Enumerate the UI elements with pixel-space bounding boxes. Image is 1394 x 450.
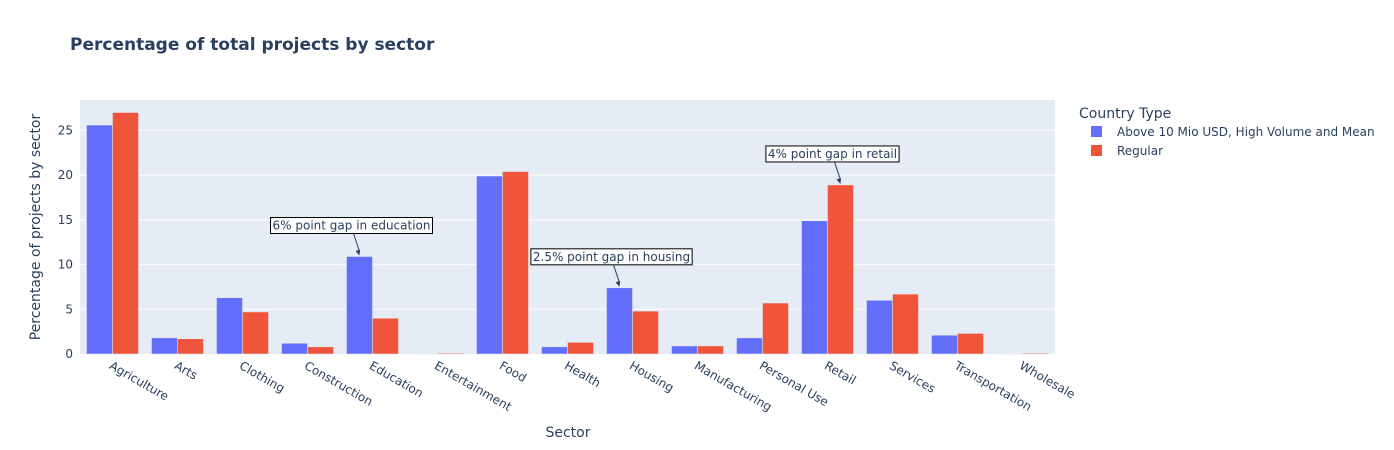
annotation: 6% point gap in education <box>270 217 433 256</box>
bar[interactable] <box>996 353 1023 355</box>
annotation-label: 4% point gap in retail <box>768 147 897 161</box>
annotation-box <box>530 248 693 266</box>
bar[interactable] <box>372 317 399 355</box>
bar[interactable] <box>216 297 243 355</box>
y-tick-label: 10 <box>58 258 73 272</box>
bar[interactable] <box>242 311 269 355</box>
x-axis-title: Sector <box>545 425 590 441</box>
bar[interactable] <box>151 337 178 355</box>
bar[interactable] <box>86 124 113 355</box>
y-tick-label: 25 <box>58 123 73 137</box>
x-tick-label: Arts <box>172 358 200 382</box>
bar[interactable] <box>177 338 204 355</box>
annotation-arrow-line <box>353 233 360 252</box>
annotation-arrow-head <box>836 177 841 184</box>
x-tick-label: Housing <box>627 358 676 395</box>
bar[interactable] <box>541 346 568 355</box>
bar[interactable] <box>606 287 633 355</box>
bar[interactable] <box>827 184 854 355</box>
bar[interactable] <box>112 112 139 355</box>
legend-title: Country Type <box>1079 106 1171 122</box>
annotation-arrow-line <box>613 264 620 283</box>
bar[interactable] <box>411 353 438 355</box>
annotation-box <box>765 145 900 163</box>
legend-label: Regular <box>1117 144 1163 158</box>
bar[interactable] <box>697 345 724 355</box>
annotation-arrow-head <box>615 280 620 287</box>
y-tick-label: 5 <box>65 302 73 316</box>
legend-swatch <box>1091 126 1102 137</box>
legend-item[interactable]: Above 10 Mio USD, High Volume and Mean <box>1091 125 1375 139</box>
y-tick-label: 15 <box>58 213 73 227</box>
bar[interactable] <box>1022 352 1049 355</box>
x-tick-label: Education <box>367 358 426 400</box>
bar[interactable] <box>931 334 958 355</box>
annotations: 6% point gap in education 2.5% point gap … <box>270 145 900 287</box>
bar[interactable] <box>892 293 919 355</box>
legend[interactable]: Country Type Above 10 Mio USD, High Volu… <box>1079 106 1375 158</box>
bar[interactable] <box>866 300 893 355</box>
x-tick-label: Construction <box>302 358 375 408</box>
annotation-label: 6% point gap in education <box>273 219 431 233</box>
bars <box>86 112 1049 355</box>
annotation: 4% point gap in retail <box>765 145 900 184</box>
bar[interactable] <box>307 346 334 355</box>
x-tick-label: Wholesale <box>1017 358 1078 401</box>
bar[interactable] <box>671 345 698 355</box>
annotation-label: 2.5% point gap in housing <box>533 250 690 264</box>
legend-label: Above 10 Mio USD, High Volume and Mean <box>1117 125 1375 139</box>
y-tick-label: 20 <box>58 168 73 182</box>
legend-item[interactable]: Regular <box>1091 144 1163 158</box>
annotation: 2.5% point gap in housing <box>530 248 693 287</box>
x-tick-label: Health <box>562 358 603 390</box>
bar[interactable] <box>567 342 594 355</box>
x-tick-label: Agriculture <box>107 358 171 403</box>
bar[interactable] <box>736 337 763 355</box>
x-tick-label: Clothing <box>237 358 287 395</box>
bar[interactable] <box>632 310 659 355</box>
annotation-box <box>270 217 433 235</box>
bar[interactable] <box>502 171 529 355</box>
annotation-arrow-line <box>834 161 841 181</box>
annotation-arrow-head <box>355 249 360 256</box>
y-axis-ticks: 0 5 10 15 20 25 <box>58 123 73 361</box>
chart-title: Percentage of total projects by sector <box>70 35 435 55</box>
bar[interactable] <box>801 220 828 355</box>
x-tick-label: Services <box>887 358 938 395</box>
bar[interactable] <box>437 352 464 355</box>
bar[interactable] <box>476 175 503 355</box>
bar[interactable] <box>957 333 984 355</box>
bar[interactable] <box>762 302 789 355</box>
legend-swatch <box>1091 145 1102 156</box>
y-tick-label: 0 <box>65 347 73 361</box>
y-axis-title: Percentage of projects by sector <box>28 113 44 340</box>
bar[interactable] <box>346 256 373 355</box>
x-tick-label: Retail <box>822 358 858 387</box>
bar[interactable] <box>281 343 308 355</box>
x-tick-label: Food <box>497 358 529 385</box>
x-axis-ticks: Agriculture Arts Clothing ConstructionEduca… <box>107 358 1078 414</box>
